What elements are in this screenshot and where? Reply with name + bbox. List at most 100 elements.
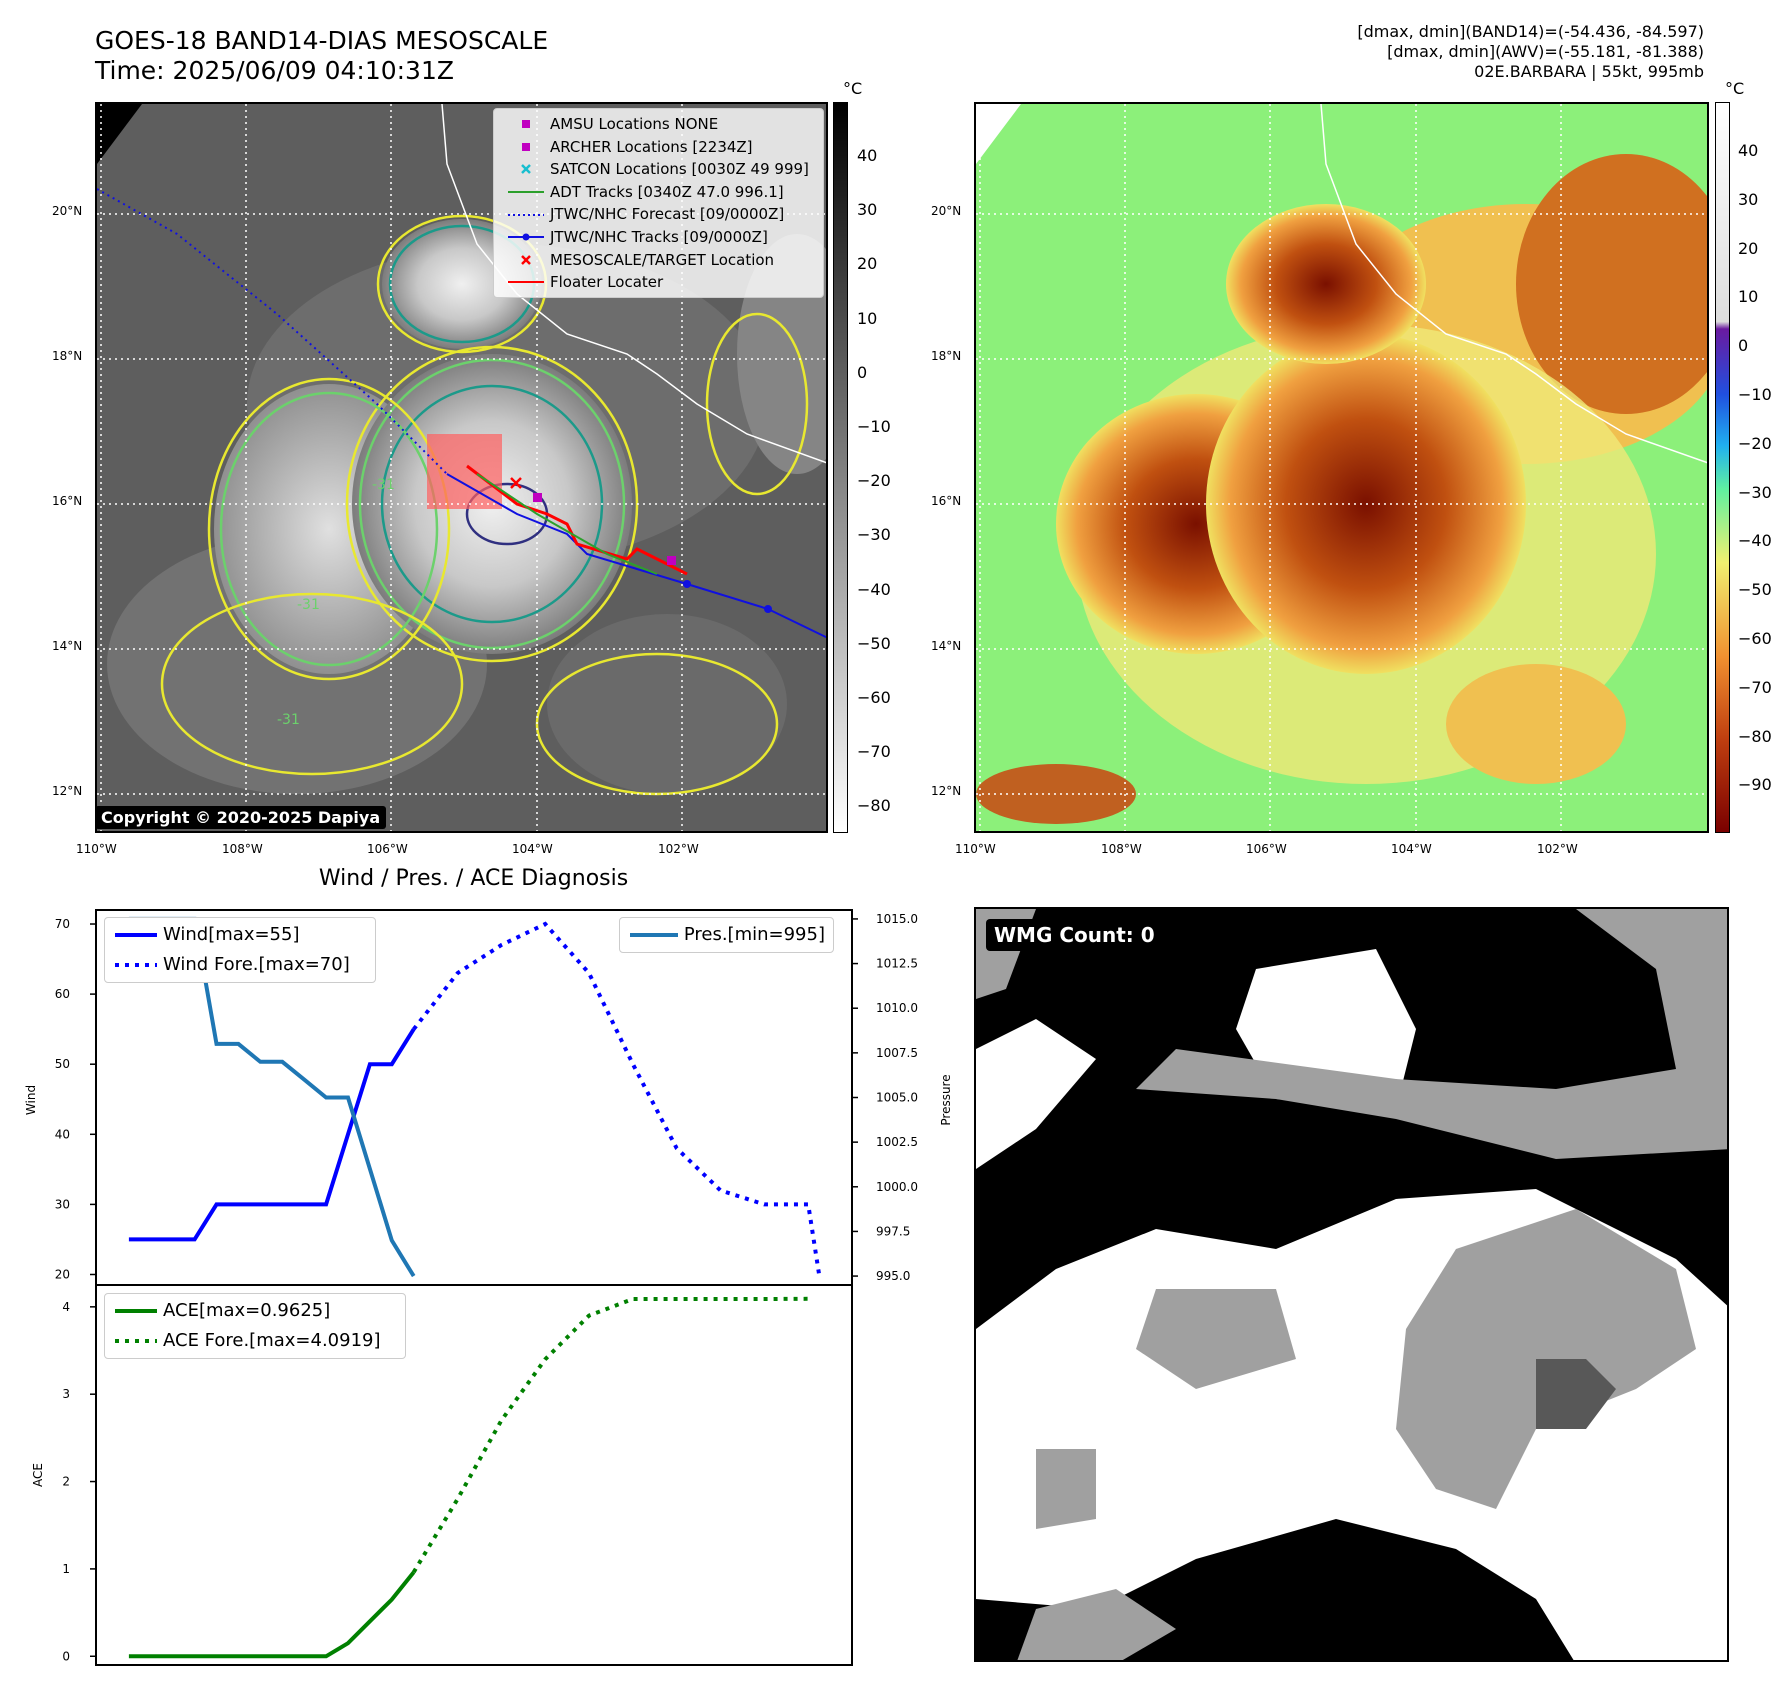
tick-label: 995.0 (876, 1269, 910, 1283)
legend-label: ADT Tracks [0340Z 47.0 996.1] (550, 182, 784, 201)
lat-label: 20°N (931, 204, 962, 218)
lon-label: 102°W (1537, 842, 1578, 856)
ir-colorbar-unit: °C (843, 79, 863, 98)
colorbar-tick-label: 0 (1738, 336, 1749, 356)
awv-colorbar-unit: °C (1725, 79, 1745, 98)
tick-label: 1000.0 (876, 1180, 918, 1194)
wind-series-group (128, 921, 822, 1275)
colorbar-tick-label: 10 (857, 308, 878, 328)
tick-label: 1007.5 (876, 1046, 918, 1060)
colorbar-tick-label: 20 (1738, 238, 1759, 258)
legend-swatch (115, 963, 157, 967)
lon-label: 106°W (367, 842, 408, 856)
legend-label: Wind Fore.[max=70] (163, 954, 350, 975)
ir-colorbar (833, 102, 848, 833)
ir-legend: AMSU Locations NONE ARCHER Locations [223… (493, 108, 824, 298)
awv-map-svg (976, 104, 1707, 831)
wmg-region-darkgray (1536, 1359, 1616, 1429)
legend-symbol (502, 230, 550, 244)
tick-label: 2 (62, 1475, 70, 1489)
tick-label: 1002.5 (876, 1135, 918, 1149)
pressure-legend: Pres.[min=995] (619, 917, 834, 953)
wind-ticks: 70 60 50 40 30 20 (55, 917, 96, 1281)
colorbar-tick-label: −50 (857, 633, 891, 653)
target-marker (510, 477, 522, 489)
forecast-track (97, 188, 448, 475)
ace-legend: ACE[max=0.9625] ACE Fore.[max=4.0919] (104, 1293, 406, 1359)
awv-colorbar (1715, 102, 1730, 833)
lat-label: 14°N (931, 639, 962, 653)
legend-wind: Wind[max=55] (113, 920, 367, 950)
tick-label: 50 (55, 1057, 70, 1071)
legend-label: ACE Fore.[max=4.0919] (163, 1330, 381, 1351)
ace-ticks: 4 3 2 1 0 (62, 1300, 96, 1663)
track-point (764, 605, 772, 613)
pressure-axis-label: Pressure (939, 1074, 953, 1125)
wmg-count-badge: WMG Count: 0 (986, 919, 1163, 951)
ace-series-group (128, 1296, 809, 1659)
colorbar-tick-label: −20 (857, 471, 891, 491)
tick-label: 1012.5 (876, 957, 918, 971)
wind-axis-label: Wind (24, 1085, 38, 1115)
colorbar-tick-label: 20 (857, 254, 878, 274)
lon-label: 104°W (1391, 842, 1432, 856)
ace-forecast-line (411, 1296, 809, 1574)
lon-label: 108°W (222, 842, 263, 856)
info-line3: 02E.BARBARA | 55kt, 995mb (1474, 62, 1704, 81)
wmg-region-gray (1036, 1449, 1096, 1529)
legend-label: ARCHER Locations [2234Z] (550, 137, 753, 156)
wmg-svg (976, 909, 1727, 1660)
awv-cloud-north (1226, 204, 1426, 364)
colorbar-tick-label: 30 (1738, 189, 1759, 209)
colorbar-tick-label: −80 (1738, 726, 1772, 746)
legend-ace: ACE[max=0.9625] (113, 1296, 397, 1326)
contour-label: -31 (277, 712, 300, 728)
legend-symbol (502, 140, 550, 154)
colorbar-tick-label: −30 (1738, 482, 1772, 502)
legend-swatch (115, 933, 157, 937)
ace-line (128, 1570, 416, 1659)
title-line2: Time: 2025/06/09 04:10:31Z (95, 56, 454, 85)
legend-pressure: Pres.[min=995] (628, 920, 825, 950)
legend-swatch (630, 933, 678, 937)
tick-label: 60 (55, 987, 70, 1001)
legend-label: Floater Locater (550, 273, 664, 292)
colorbar-tick-label: 10 (1738, 287, 1759, 307)
lat-label: 20°N (52, 204, 83, 218)
colorbar-tick-label: −70 (857, 742, 891, 762)
archer-marker (533, 493, 542, 502)
awv-gridlines (976, 104, 1707, 831)
awv-map-panel (974, 102, 1709, 833)
ir-legend-item: MESOSCALE/TARGET Location (502, 249, 815, 272)
lon-label: 110°W (76, 842, 117, 856)
lat-label: 16°N (931, 494, 962, 508)
ace-axis-label: ACE (31, 1463, 45, 1487)
ir-legend-item: SATCON Locations [0030Z 49 999] (502, 158, 815, 181)
colorbar-tick-label: −20 (1738, 433, 1772, 453)
tick-label: 1015.0 (876, 912, 918, 926)
colorbar-tick-label: 0 (857, 362, 868, 382)
tick-label: 40 (55, 1127, 70, 1141)
lon-label: 102°W (658, 842, 699, 856)
lat-label: 14°N (52, 639, 83, 653)
ir-legend-item: AMSU Locations NONE (502, 113, 815, 136)
contour-label: -31 (297, 597, 320, 613)
info-line2: [dmax, dmin](AWV)=(-55.181, -81.388) (1387, 42, 1704, 61)
copyright-label: Copyright © 2020-2025 Dapiya (95, 806, 387, 829)
legend-label: Wind[max=55] (163, 924, 300, 945)
legend-label: JTWC/NHC Tracks [09/0000Z] (550, 227, 768, 246)
legend-label: MESOSCALE/TARGET Location (550, 250, 775, 269)
legend-swatch (115, 1309, 157, 1313)
colorbar-tick-label: 40 (1738, 141, 1759, 160)
wind-legend: Wind[max=55] Wind Fore.[max=70] (104, 917, 376, 983)
tick-label: 4 (62, 1300, 70, 1314)
info-line1: [dmax, dmin](BAND14)=(-54.436, -84.597) (1357, 22, 1704, 41)
tick-label: 0 (62, 1649, 70, 1663)
legend-ace-forecast: ACE Fore.[max=4.0919] (113, 1326, 397, 1356)
colorbar-tick-label: −90 (1738, 775, 1772, 795)
legend-symbol (502, 162, 550, 176)
title-line1: GOES-18 BAND14-DIAS MESOSCALE (95, 26, 549, 55)
legend-label: JTWC/NHC Forecast [09/0000Z] (550, 205, 785, 224)
tick-label: 30 (55, 1197, 70, 1211)
